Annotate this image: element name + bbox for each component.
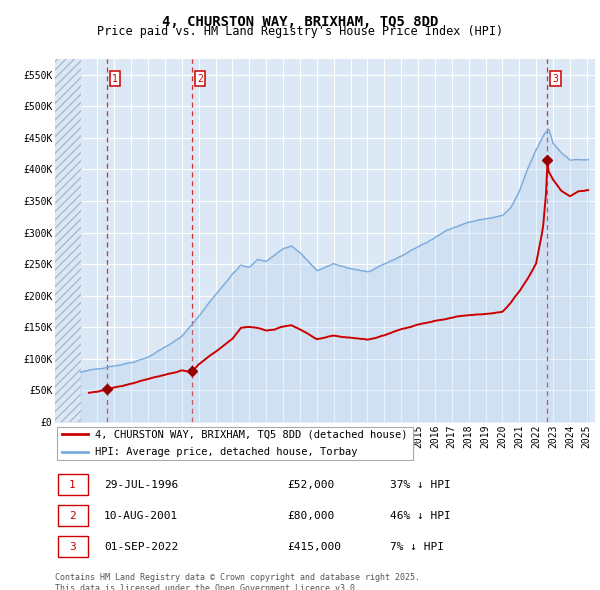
Text: 4, CHURSTON WAY, BRIXHAM, TQ5 8DD (detached house): 4, CHURSTON WAY, BRIXHAM, TQ5 8DD (detac… bbox=[95, 430, 407, 440]
Text: £80,000: £80,000 bbox=[287, 511, 335, 520]
Text: Price paid vs. HM Land Registry's House Price Index (HPI): Price paid vs. HM Land Registry's House … bbox=[97, 25, 503, 38]
Text: Contains HM Land Registry data © Crown copyright and database right 2025.
This d: Contains HM Land Registry data © Crown c… bbox=[55, 573, 420, 590]
Text: 29-JUL-1996: 29-JUL-1996 bbox=[104, 480, 178, 490]
Text: 4, CHURSTON WAY, BRIXHAM, TQ5 8DD: 4, CHURSTON WAY, BRIXHAM, TQ5 8DD bbox=[162, 15, 438, 29]
FancyBboxPatch shape bbox=[57, 427, 413, 460]
Text: 37% ↓ HPI: 37% ↓ HPI bbox=[390, 480, 451, 490]
Text: 2: 2 bbox=[197, 74, 203, 84]
Text: 01-SEP-2022: 01-SEP-2022 bbox=[104, 542, 178, 552]
Text: HPI: Average price, detached house, Torbay: HPI: Average price, detached house, Torb… bbox=[95, 447, 358, 457]
Text: 1: 1 bbox=[69, 480, 76, 490]
Text: £52,000: £52,000 bbox=[287, 480, 335, 490]
FancyBboxPatch shape bbox=[58, 536, 88, 557]
FancyBboxPatch shape bbox=[58, 474, 88, 495]
Text: 3: 3 bbox=[69, 542, 76, 552]
Text: 46% ↓ HPI: 46% ↓ HPI bbox=[390, 511, 451, 520]
Text: 7% ↓ HPI: 7% ↓ HPI bbox=[390, 542, 444, 552]
Text: £415,000: £415,000 bbox=[287, 542, 341, 552]
Text: 2: 2 bbox=[69, 511, 76, 520]
Text: 3: 3 bbox=[553, 74, 559, 84]
Text: 10-AUG-2001: 10-AUG-2001 bbox=[104, 511, 178, 520]
FancyBboxPatch shape bbox=[58, 505, 88, 526]
Bar bbox=[55, 59, 80, 422]
Text: 1: 1 bbox=[112, 74, 118, 84]
